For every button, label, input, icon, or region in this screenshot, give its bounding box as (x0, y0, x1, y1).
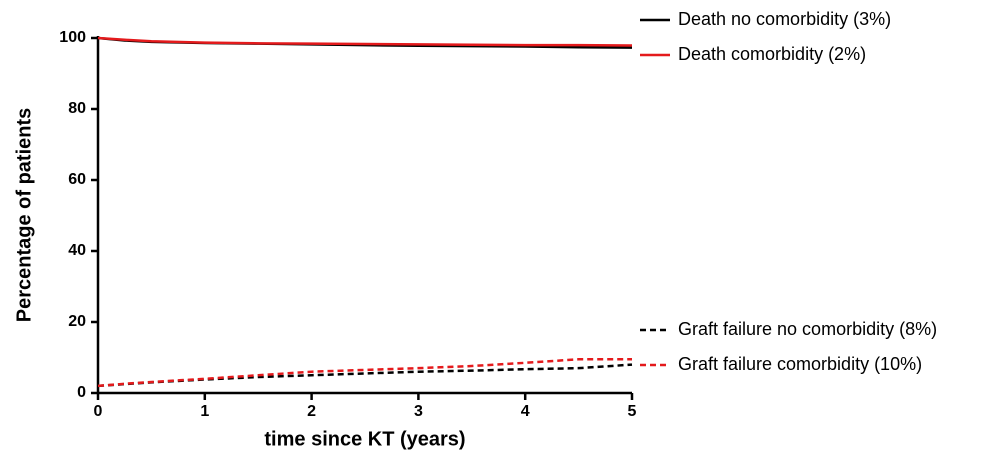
y-tick-label: 80 (68, 100, 86, 117)
series-line (97, 358, 632, 388)
x-tick-label: 1 (200, 403, 209, 420)
x-tick-label: 4 (521, 403, 530, 420)
y-tick-label: 100 (59, 29, 86, 46)
series-line (97, 36, 633, 47)
y-tick-label: 60 (68, 171, 86, 188)
x-tick-label: 2 (307, 403, 316, 420)
legend-label: Death comorbidity (2%) (678, 44, 866, 64)
y-tick-label: 20 (68, 313, 86, 330)
legend-label: Death no comorbidity (3%) (678, 9, 891, 29)
x-tick-label: 3 (414, 403, 423, 420)
legend-label: Graft failure comorbidity (10%) (678, 354, 922, 374)
x-tick-label: 5 (628, 403, 637, 420)
x-axis-title: time since KT (years) (264, 428, 465, 450)
y-axis-title: Percentage of patients (13, 108, 35, 323)
y-tick-label: 40 (68, 242, 86, 259)
series-line (97, 363, 633, 388)
legend-label: Graft failure no comorbidity (8%) (678, 319, 937, 339)
x-tick-label: 0 (94, 403, 103, 420)
y-tick-label: 0 (77, 384, 86, 401)
